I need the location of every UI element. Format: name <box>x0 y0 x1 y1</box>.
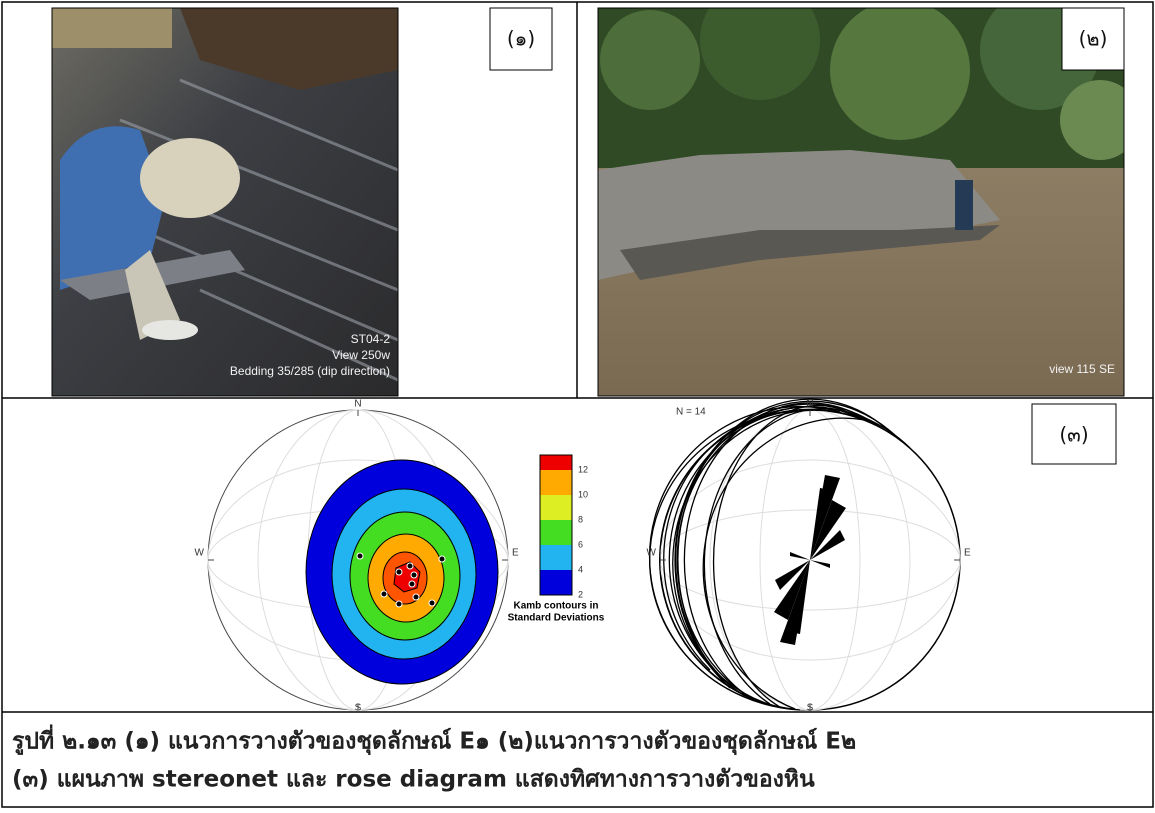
colorbar-tick: 8 <box>578 514 583 524</box>
colorbar-tick: 12 <box>578 464 588 474</box>
colorbar-title: Standard Deviations <box>508 613 605 624</box>
panel-label: (๑) <box>507 27 535 51</box>
direction-label: W <box>647 548 657 559</box>
colorbar-tick: 4 <box>578 564 583 574</box>
rose-stereonet <box>649 398 961 711</box>
stereonet <box>207 409 509 711</box>
colorbar-tick: 6 <box>578 539 583 549</box>
panel-label: (๒) <box>1079 27 1108 51</box>
photo-1 <box>52 8 398 396</box>
direction-label: N <box>354 399 361 410</box>
panel-label: (๓) <box>1059 423 1088 447</box>
direction-label: E <box>512 548 519 559</box>
direction-label: S <box>355 703 362 714</box>
label-box <box>1061 7 1125 71</box>
photo-text: Bedding 35/285 (dip direction) <box>230 364 390 378</box>
photo-frame <box>597 7 1125 397</box>
direction-label: S <box>807 703 814 714</box>
photo-text: ST04-2 <box>351 332 391 346</box>
label-box <box>489 7 553 71</box>
colorbar-tick: 10 <box>578 489 588 499</box>
photo-frame <box>51 7 399 397</box>
label-box <box>1031 403 1117 465</box>
caption-line: (๓) แผนภาพ stereonet และ rose diagram แส… <box>12 767 815 793</box>
direction-label: W <box>195 548 205 559</box>
photo-text: View 250w <box>332 348 390 362</box>
photo-2 <box>598 8 1124 396</box>
colorbar <box>539 454 573 596</box>
direction-label: N <box>806 399 813 410</box>
caption-line: รูปที่ ๒.๑๓ (๑) แนวการวางตัวของชุดลักษณ์… <box>12 724 856 756</box>
count-label: N = 14 <box>676 407 706 418</box>
direction-label: E <box>964 548 971 559</box>
colorbar-tick: 2 <box>578 589 583 599</box>
photo-text: view 115 SE <box>1049 362 1115 376</box>
colorbar-title: Kamb contours in <box>513 601 598 612</box>
